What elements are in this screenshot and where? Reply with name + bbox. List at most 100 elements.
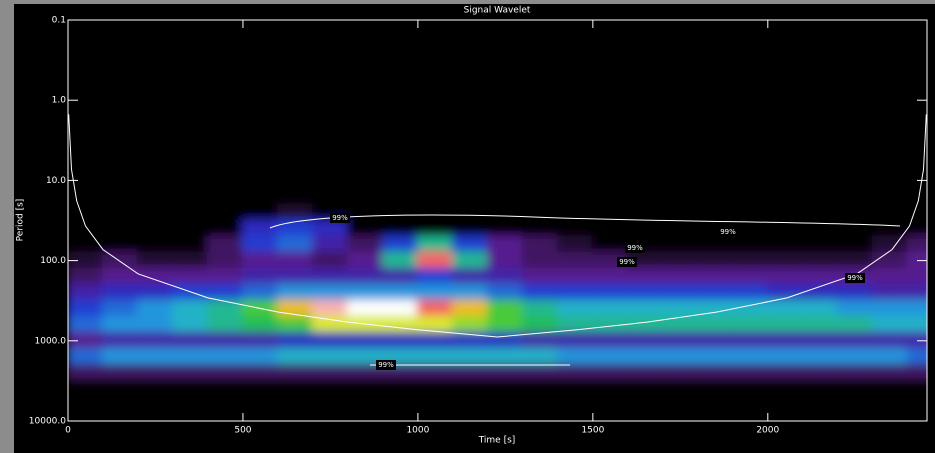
heat-cell	[206, 203, 244, 222]
heat-cell	[731, 235, 769, 254]
heat-cell	[696, 347, 734, 367]
heat-cell	[871, 251, 909, 270]
heat-cell	[346, 267, 384, 287]
heat-cell	[381, 315, 419, 334]
heat-cell	[696, 267, 734, 287]
heat-cell	[311, 363, 349, 382]
heat-cell	[626, 363, 664, 382]
heat-cell	[136, 283, 174, 302]
y-tick-label: 10.0	[46, 176, 66, 186]
heat-cell	[766, 299, 804, 319]
annotation: 99%	[847, 274, 863, 282]
heat-cell	[626, 347, 664, 367]
heat-cell	[661, 363, 699, 382]
heat-cell	[521, 283, 559, 302]
heat-cell	[591, 283, 629, 302]
heat-cell	[171, 347, 209, 367]
heat-cell	[346, 283, 384, 302]
heat-cell	[696, 331, 734, 350]
heat-cell	[346, 219, 384, 238]
x-tick-label: 1500	[581, 426, 604, 436]
heat-cell	[591, 363, 629, 382]
heat-cell	[626, 267, 664, 287]
heat-cell	[241, 219, 279, 238]
heat-cell	[381, 267, 419, 287]
heat-cell	[696, 315, 734, 334]
heat-cell	[521, 219, 559, 238]
y-tick-label: 1000.0	[35, 336, 67, 346]
heat-cell	[136, 331, 174, 350]
heat-cell	[906, 299, 927, 319]
heat-cell	[731, 283, 769, 302]
heat-cell	[206, 299, 244, 319]
heat-cell	[871, 315, 909, 334]
heat-cell	[68, 283, 104, 302]
heat-cell	[241, 251, 279, 270]
heat-cell	[206, 219, 244, 238]
heat-cell	[906, 283, 927, 302]
heat-cell	[171, 235, 209, 254]
heat-cell	[171, 267, 209, 287]
heat-cell	[906, 203, 927, 222]
heat-cell	[346, 347, 384, 367]
heat-cell	[451, 267, 489, 287]
heat-cell	[451, 347, 489, 367]
heat-cell	[696, 251, 734, 270]
heat-cell	[381, 219, 419, 238]
heat-cell	[68, 251, 104, 270]
heat-cell	[206, 315, 244, 334]
heat-cell	[241, 235, 279, 254]
heat-cell	[661, 251, 699, 270]
heat-cell	[451, 203, 489, 222]
heat-cell	[171, 299, 209, 319]
heat-cell	[731, 331, 769, 350]
heat-cell	[276, 315, 314, 334]
heat-cell	[276, 363, 314, 382]
heat-cell	[381, 283, 419, 302]
heat-cell	[766, 331, 804, 350]
heat-cell	[591, 203, 629, 222]
heat-cell	[451, 299, 489, 319]
y-tick-label: 1.0	[52, 96, 67, 106]
heat-cell	[731, 363, 769, 382]
heat-cell	[136, 267, 174, 287]
heat-cell	[276, 299, 314, 319]
heat-cell	[801, 331, 839, 350]
heat-cell	[556, 347, 594, 367]
heat-cell	[556, 219, 594, 238]
heat-cell	[871, 331, 909, 350]
heat-cell	[101, 251, 139, 270]
heat-cell	[171, 251, 209, 270]
y-tick-label: 10000.0	[29, 417, 66, 427]
heat-cell	[311, 267, 349, 287]
heat-cell	[206, 347, 244, 367]
heat-cell	[696, 235, 734, 254]
heat-cell	[661, 203, 699, 222]
heat-cell	[836, 219, 874, 238]
heat-cell	[661, 283, 699, 302]
heat-cell	[521, 331, 559, 350]
plot-frame	[67, 19, 928, 422]
heat-cell	[521, 347, 559, 367]
heat-cell	[766, 363, 804, 382]
heat-cell	[381, 203, 419, 222]
heat-cell	[416, 331, 454, 350]
heat-cell	[661, 267, 699, 287]
annotation-bg	[718, 227, 738, 237]
heat-cell	[451, 315, 489, 334]
heat-cell	[836, 347, 874, 367]
y-tick-label: 100.0	[40, 256, 66, 266]
heat-cell	[766, 235, 804, 254]
heat-cell	[836, 315, 874, 334]
heat-cell	[731, 203, 769, 222]
heat-cell	[661, 347, 699, 367]
heat-cell	[241, 347, 279, 367]
heat-cell	[171, 363, 209, 382]
heat-cell	[591, 331, 629, 350]
annotation: 99%	[332, 214, 348, 222]
heat-cell	[136, 235, 174, 254]
coi-line	[68, 114, 927, 338]
heat-cell	[766, 267, 804, 287]
heat-cell	[101, 267, 139, 287]
heat-cell	[836, 251, 874, 270]
